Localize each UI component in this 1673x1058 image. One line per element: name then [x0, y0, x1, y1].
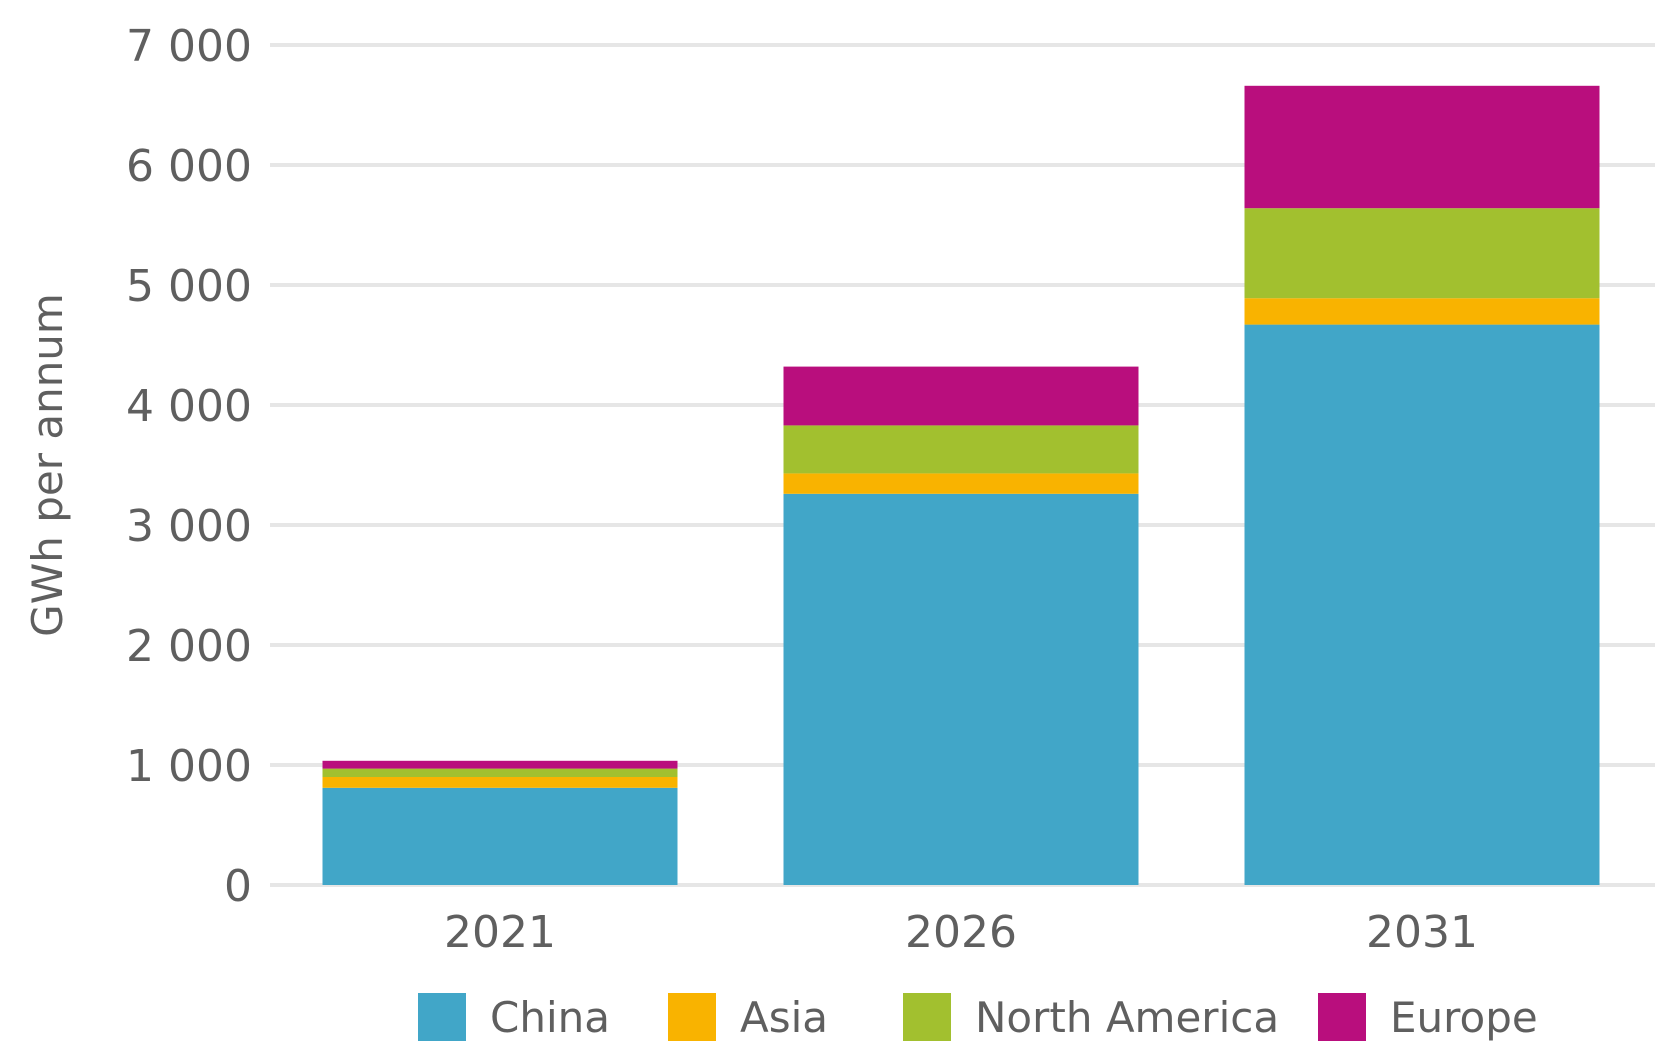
y-tick-label: 1 000: [126, 741, 252, 792]
legend-label: North America: [975, 993, 1279, 1042]
y-tick-label: 2 000: [126, 621, 252, 672]
y-tick-label: 0: [224, 861, 252, 912]
legend-swatch-north-america: [903, 993, 951, 1041]
legend-label: Europe: [1390, 993, 1538, 1042]
legend: China Asia North America Europe: [418, 993, 1538, 1042]
x-tick-label: 2031: [1366, 907, 1478, 958]
x-tick-label: 2026: [905, 907, 1017, 958]
bar-segment-asia-2031: [1244, 298, 1600, 325]
legend-label: China: [490, 993, 610, 1042]
legend-swatch-asia: [668, 993, 716, 1041]
y-tick-label: 4 000: [126, 381, 252, 432]
bar-segment-north-america-2021: [322, 768, 678, 777]
bar-segment-europe-2031: [1244, 85, 1600, 209]
y-tick-label: 3 000: [126, 501, 252, 552]
bar-segment-europe-2021: [322, 760, 678, 769]
bar-segment-asia-2026: [783, 473, 1139, 494]
legend-swatch-china: [418, 993, 466, 1041]
bars: [322, 85, 1600, 886]
legend-swatch-europe: [1318, 993, 1366, 1041]
bar-segment-china-2021: [322, 787, 678, 885]
y-tick-label: 7 000: [126, 21, 252, 72]
y-tick-label: 5 000: [126, 261, 252, 312]
bar-segment-china-2026: [783, 493, 1139, 885]
bar-segment-north-america-2026: [783, 425, 1139, 474]
x-tick-label: 2021: [444, 907, 556, 958]
y-axis-title: GWh per annum: [23, 293, 72, 637]
x-axis-ticks: 2021 2026 2031: [444, 907, 1478, 958]
bar-segment-china-2031: [1244, 324, 1600, 886]
y-tick-label: 6 000: [126, 141, 252, 192]
bar-segment-europe-2026: [783, 366, 1139, 426]
bar-segment-north-america-2031: [1244, 208, 1600, 299]
legend-label: Asia: [740, 993, 828, 1042]
y-axis-ticks: 0 1 000 2 000 3 000 4 000 5 000 6 000 7 000: [126, 21, 252, 912]
bar-segment-asia-2021: [322, 777, 678, 788]
